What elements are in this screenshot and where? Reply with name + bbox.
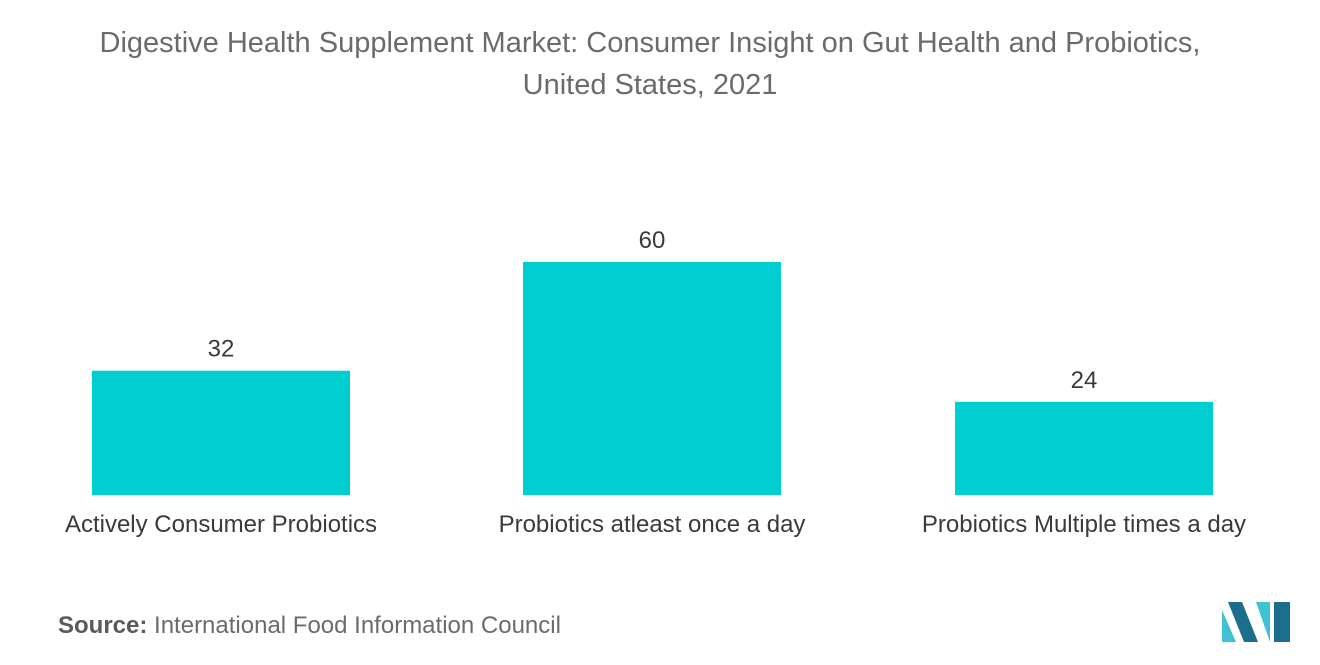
chart-title-line-2: United States, 2021 [522, 69, 778, 101]
bar-3 [955, 401, 1213, 495]
logo-right-dark-shape [1274, 602, 1290, 642]
source-text: International Food Information Council [154, 612, 561, 639]
category-label-1: Actively Consumer Probiotics [65, 511, 377, 538]
logo-middle-shape [1228, 602, 1258, 642]
category-label-2: Probiotics atleast once a day [499, 511, 806, 538]
logo-right-light-shape [1256, 602, 1270, 642]
bar-value-label-3: 24 [1071, 367, 1098, 394]
source-label: Source: [58, 612, 148, 639]
category-label-3: Probiotics Multiple times a day [922, 511, 1246, 538]
logo-left-shape [1222, 610, 1236, 642]
bar-value-label-2: 60 [639, 227, 666, 254]
brand-logo-icon [1222, 602, 1290, 642]
chart-title-line-1: Digestive Health Supplement Market: Cons… [99, 27, 1201, 59]
bar-2 [523, 262, 781, 495]
source-note: Source: International Food Information C… [58, 612, 561, 640]
chart-title: Digestive Health Supplement Market: Cons… [40, 22, 1260, 106]
bar-value-label-1: 32 [208, 336, 235, 363]
bar-1 [92, 370, 350, 495]
